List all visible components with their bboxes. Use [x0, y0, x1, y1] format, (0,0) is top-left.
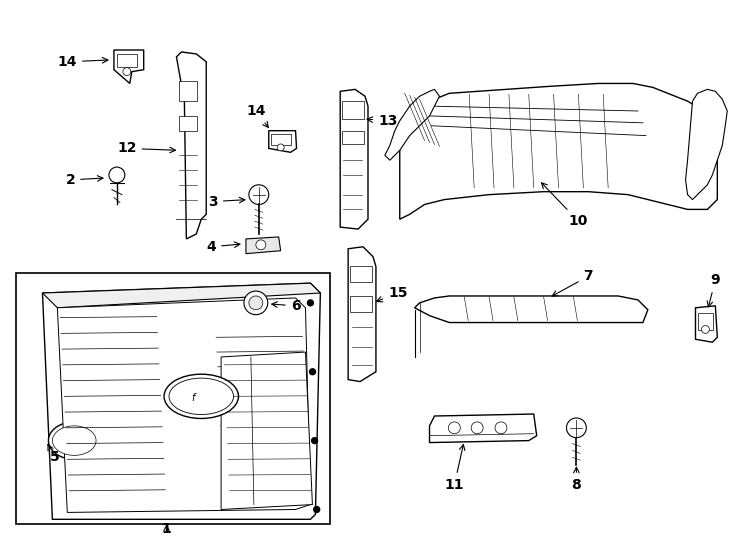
- Circle shape: [256, 240, 266, 249]
- Circle shape: [567, 418, 586, 437]
- Text: 10: 10: [542, 183, 588, 228]
- Text: 2: 2: [65, 173, 103, 187]
- Bar: [271, 133, 291, 145]
- Polygon shape: [43, 283, 320, 519]
- Text: 14: 14: [246, 104, 269, 127]
- Polygon shape: [415, 296, 648, 322]
- Text: 3: 3: [208, 194, 245, 208]
- Text: 8: 8: [572, 467, 581, 492]
- Bar: [15, 273, 330, 524]
- Circle shape: [249, 296, 263, 310]
- Circle shape: [249, 185, 269, 205]
- Text: 1: 1: [161, 522, 172, 536]
- Text: 6: 6: [272, 299, 300, 313]
- Circle shape: [244, 291, 268, 315]
- Text: f: f: [192, 393, 195, 403]
- Text: 4: 4: [206, 240, 240, 254]
- Circle shape: [312, 437, 318, 443]
- Circle shape: [123, 68, 131, 76]
- Polygon shape: [269, 131, 297, 152]
- Bar: [179, 82, 197, 101]
- Bar: [342, 131, 364, 145]
- Polygon shape: [43, 283, 320, 308]
- Polygon shape: [348, 247, 376, 382]
- Ellipse shape: [164, 374, 239, 418]
- Bar: [350, 266, 372, 282]
- Polygon shape: [429, 414, 537, 443]
- Circle shape: [702, 326, 709, 333]
- Text: 15: 15: [377, 286, 407, 302]
- Text: 12: 12: [117, 141, 175, 156]
- Polygon shape: [400, 84, 717, 219]
- Circle shape: [109, 167, 125, 183]
- Circle shape: [277, 144, 284, 151]
- Text: 14: 14: [57, 55, 108, 69]
- Polygon shape: [57, 298, 310, 512]
- Polygon shape: [385, 89, 440, 160]
- Ellipse shape: [169, 378, 233, 415]
- Circle shape: [310, 369, 316, 375]
- Bar: [342, 101, 364, 119]
- Circle shape: [448, 422, 460, 434]
- Bar: [350, 296, 372, 312]
- Text: 9: 9: [707, 273, 720, 307]
- Polygon shape: [696, 306, 717, 342]
- Circle shape: [313, 507, 320, 512]
- Text: 7: 7: [552, 269, 593, 296]
- Circle shape: [308, 300, 313, 306]
- Text: 5: 5: [48, 444, 59, 464]
- Text: 13: 13: [367, 114, 398, 128]
- Ellipse shape: [48, 422, 100, 460]
- Bar: [117, 54, 137, 67]
- Circle shape: [471, 422, 483, 434]
- Polygon shape: [114, 50, 144, 84]
- Circle shape: [495, 422, 507, 434]
- Ellipse shape: [52, 426, 96, 455]
- Bar: [699, 313, 713, 330]
- Polygon shape: [686, 89, 727, 200]
- Bar: [179, 116, 197, 131]
- Polygon shape: [176, 52, 206, 239]
- Polygon shape: [246, 237, 280, 254]
- Text: 11: 11: [445, 444, 465, 492]
- Polygon shape: [340, 89, 368, 229]
- Polygon shape: [221, 352, 313, 509]
